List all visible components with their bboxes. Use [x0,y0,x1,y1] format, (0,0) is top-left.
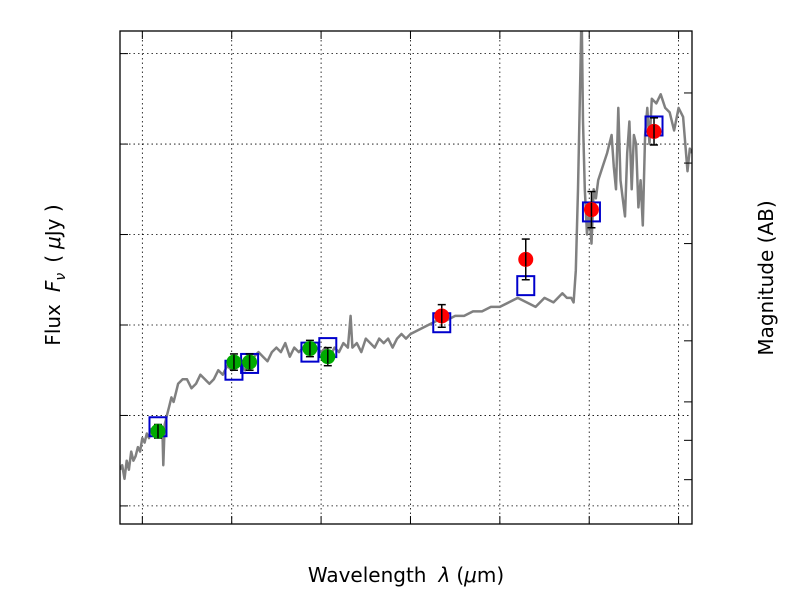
model-spectrum [120,31,692,481]
y-axis-title: FluxFν(μJy ) [41,204,69,345]
photometry-markers [148,115,664,439]
y2-axis-title: Magnitude (AB) [754,200,778,355]
x-axis-title: Wavelength λ (μm) [308,563,504,587]
axis-ticks [120,31,692,524]
spectrum-line [120,31,692,481]
plot-frame [119,30,693,525]
grid [120,31,692,524]
